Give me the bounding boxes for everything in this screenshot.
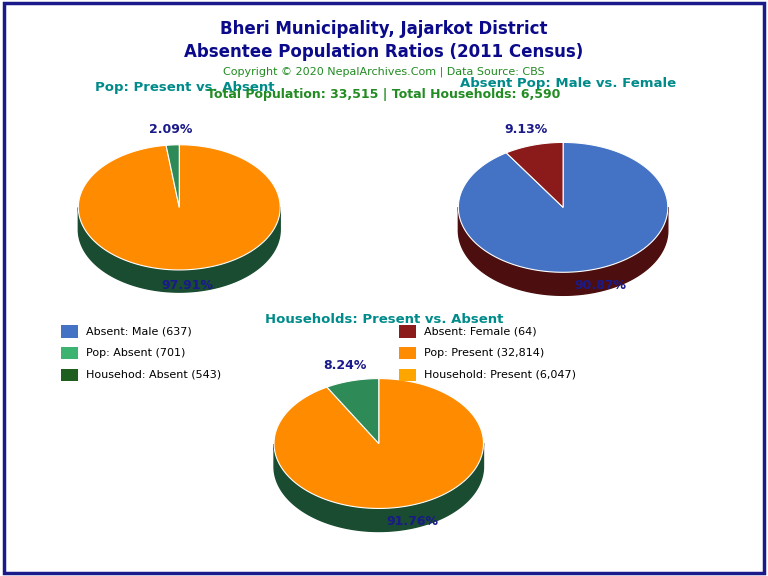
Text: Bheri Municipality, Jajarkot District: Bheri Municipality, Jajarkot District [220,20,548,38]
Text: Absent: Female (64): Absent: Female (64) [424,326,537,336]
Text: 9.13%: 9.13% [505,123,548,136]
Polygon shape [78,145,280,270]
Text: Absent: Male (637): Absent: Male (637) [86,326,192,336]
Title: Absent Pop: Male vs. Female: Absent Pop: Male vs. Female [460,77,677,90]
Text: Pop: Present (32,814): Pop: Present (32,814) [424,348,545,358]
Polygon shape [274,378,484,509]
Title: Households: Present vs. Absent: Households: Present vs. Absent [265,313,503,326]
Text: Total Population: 33,515 | Total Households: 6,590: Total Population: 33,515 | Total Househo… [207,88,561,101]
Polygon shape [327,378,379,444]
Polygon shape [166,145,179,207]
Text: Copyright © 2020 NepalArchives.Com | Data Source: CBS: Copyright © 2020 NepalArchives.Com | Dat… [223,66,545,77]
Text: Househod: Absent (543): Househod: Absent (543) [86,370,221,380]
Text: 91.76%: 91.76% [386,516,439,528]
Polygon shape [78,207,280,292]
Title: Pop: Present vs. Absent: Pop: Present vs. Absent [94,81,274,94]
Polygon shape [506,142,563,207]
Polygon shape [274,443,484,532]
Polygon shape [458,142,668,272]
Text: 90.87%: 90.87% [574,279,626,291]
Text: Household: Present (6,047): Household: Present (6,047) [424,370,576,380]
Text: 2.09%: 2.09% [149,123,193,136]
Text: Pop: Absent (701): Pop: Absent (701) [86,348,185,358]
Polygon shape [458,207,668,295]
Text: Absentee Population Ratios (2011 Census): Absentee Population Ratios (2011 Census) [184,43,584,61]
Text: 8.24%: 8.24% [323,359,367,372]
Text: 97.91%: 97.91% [161,279,214,292]
